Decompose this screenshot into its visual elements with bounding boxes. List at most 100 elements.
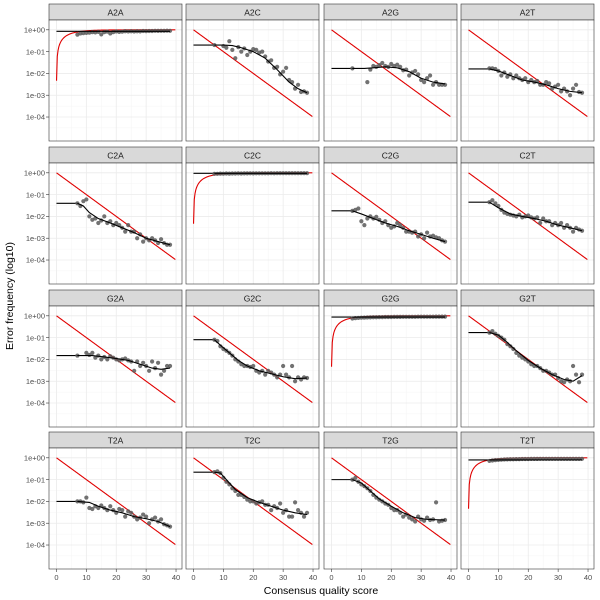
data-point [153,515,158,520]
data-point [275,375,280,380]
y-tick-label: 1e-04 [26,256,45,265]
data-point [87,214,92,219]
data-point [413,68,418,74]
data-point [144,514,149,519]
data-point [576,380,582,385]
strip-label: G2A [107,294,124,304]
panel-background [186,20,319,141]
data-point [359,219,364,224]
data-point [224,45,229,50]
y-tick-label: 1e-02 [26,69,45,78]
data-point [269,58,274,63]
fitted-error-line [352,210,446,243]
x-tick-label: 10 [357,573,365,582]
panel-marks [467,456,588,509]
y-tick-label: 1e+00 [24,169,45,178]
data-point [126,222,131,228]
data-point [155,360,161,365]
data-point [365,216,370,221]
fitted-error-line [489,201,583,232]
x-tick-label: 40 [584,573,592,582]
data-point [433,500,439,505]
data-point [505,74,510,79]
data-point [230,47,235,52]
data-point [84,350,89,355]
panel-marks [331,29,451,117]
panel-marks [56,172,176,260]
strip-label: T2T [520,436,535,446]
strip-label: A2C [244,8,261,18]
x-tick-label: 0 [54,573,58,582]
data-point [108,504,113,509]
panel-marks [193,315,313,403]
data-point [301,514,307,519]
data-point [99,32,104,37]
fitted-error-line [77,355,171,370]
fitted-error-line [489,332,583,382]
panel-marks [468,172,588,260]
data-point [227,39,232,44]
data-point [135,236,140,241]
data-point [292,500,298,505]
y-tick-label: 1e-01 [26,47,45,56]
data-point [245,52,250,58]
y-tick-label: 1e-04 [26,541,45,550]
y-axis-title: Error frequency (log10) [4,242,16,350]
strip-label: T2G [382,436,399,446]
x-tick-label: 10 [82,573,90,582]
panel-g2a: G2A 1e+00 1e-01 1e-02 1e-03 1e-04 [24,289,183,428]
data-point [123,514,128,519]
strip-label: G2T [519,294,536,304]
fitted-error-line [214,339,308,380]
strip-label: C2G [382,151,399,161]
panel-a2g: A2G [323,3,458,142]
panel-t2c: T2C 0 10 20 30 40 [185,431,320,582]
x-tick-label: 10 [219,573,227,582]
panel-background [324,306,457,427]
data-point [284,65,289,70]
panel-marks [331,172,451,260]
panel-border [323,447,458,570]
data-point [547,81,552,86]
data-point [120,507,125,513]
panel-marks [468,315,588,403]
x-tick-label: 10 [494,573,502,582]
data-point [374,214,379,219]
x-tick-label: 30 [279,573,287,582]
data-point [395,220,400,226]
panel-marks [468,29,588,117]
y-tick-label: 1e-02 [26,497,45,506]
data-point [380,60,385,66]
x-tick-label: 20 [387,573,395,582]
data-point [278,501,283,506]
x-tick-label: 40 [172,573,180,582]
data-point [556,82,561,87]
nominal-error-curve [56,172,176,260]
data-point [254,47,259,52]
strip-label: A2G [382,8,399,18]
data-point [102,214,107,219]
panel-border [323,162,458,285]
nominal-error-curve [331,29,451,117]
x-tick-label: 40 [309,573,317,582]
data-point [90,350,95,355]
data-point [395,62,400,67]
data-point [422,518,427,523]
y-tick-label: 1e-03 [26,91,45,100]
data-point [565,222,570,228]
data-point [290,363,295,369]
data-point [356,206,361,211]
data-point [290,514,295,519]
panel-border [185,162,320,285]
data-point [389,61,394,67]
data-point [377,63,382,68]
data-point [430,82,436,87]
y-tick-label: 1e-02 [26,355,45,364]
data-point [362,222,367,228]
data-point [407,73,412,78]
data-point [511,346,516,352]
nominal-error-curve [468,29,588,117]
panel-border [323,305,458,428]
panel-border [460,305,595,428]
